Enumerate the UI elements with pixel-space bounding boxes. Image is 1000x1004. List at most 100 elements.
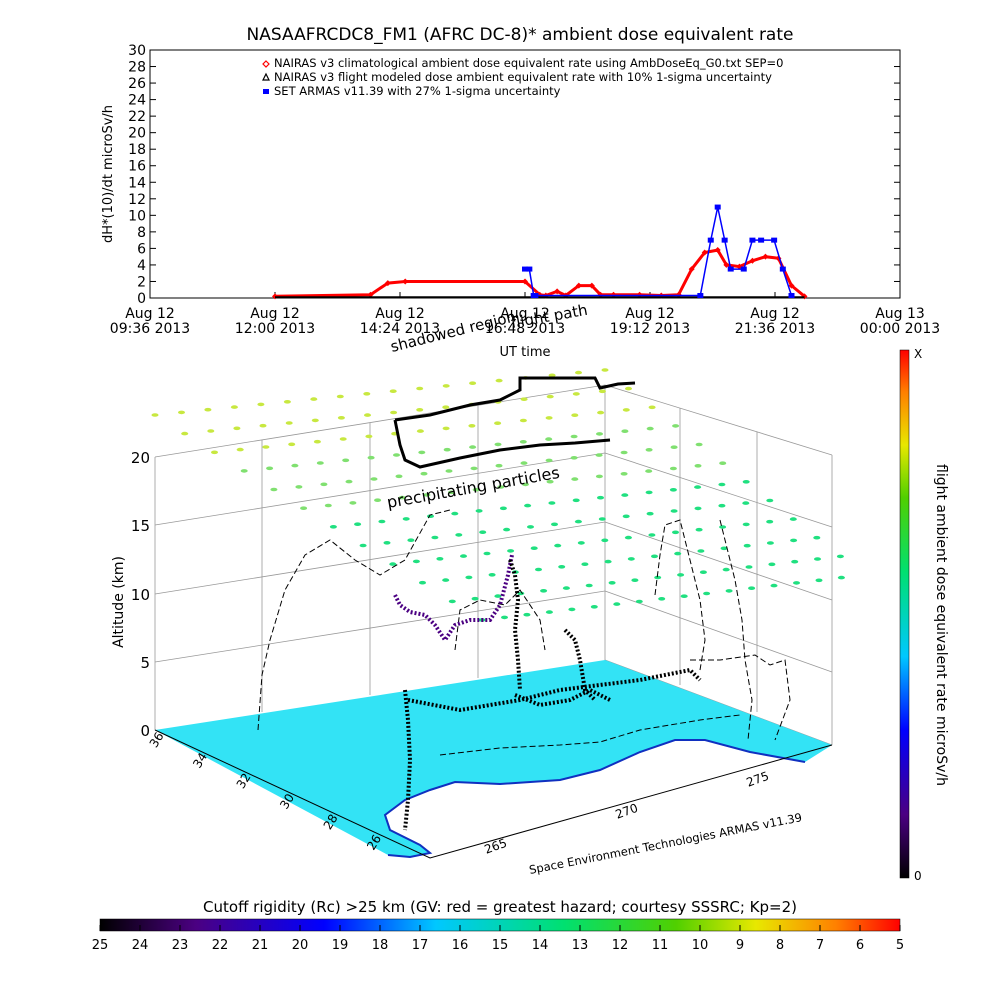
x-tick-date: Aug 13 <box>875 306 925 322</box>
particle-marker <box>554 543 562 548</box>
data-point <box>771 237 778 243</box>
particle-marker <box>503 527 511 532</box>
particle-marker <box>742 480 750 484</box>
particle-marker <box>570 434 578 439</box>
particle-marker <box>204 407 212 412</box>
particle-marker <box>669 488 677 492</box>
rigidity-colorbar: Cutoff rigidity (Rc) >25 km (GV: red = g… <box>92 898 904 953</box>
particle-marker <box>742 501 750 505</box>
x-tick-date: Aug 12 <box>500 306 550 322</box>
particle-marker <box>598 517 606 521</box>
colorbar-label: flight ambient dose equivalent rate micr… <box>933 464 949 786</box>
data-point <box>788 282 795 289</box>
particle-marker <box>590 605 598 609</box>
particle-marker <box>398 495 406 500</box>
particle-marker <box>718 482 726 487</box>
particle-marker <box>445 469 453 473</box>
particle-marker <box>469 445 477 449</box>
data-point <box>688 266 695 273</box>
particle-marker <box>395 474 403 479</box>
particle-marker <box>558 565 566 569</box>
particle-marker <box>378 519 386 524</box>
particle-marker <box>627 557 635 561</box>
particle-marker <box>483 551 491 556</box>
particle-marker <box>207 429 215 433</box>
particle-marker <box>651 554 658 559</box>
x-tick-date: Aug 12 <box>250 306 300 322</box>
rigidity-tick-label: 20 <box>292 938 309 953</box>
particle-marker <box>523 612 531 617</box>
data-point <box>714 247 721 254</box>
x-tick-time: 12:00 2013 <box>235 321 315 337</box>
particle-marker <box>725 589 733 593</box>
particle-marker <box>460 554 467 558</box>
y-tick-label: 0 <box>137 291 146 307</box>
particle-marker <box>540 589 548 593</box>
y-tick-label: 10 <box>128 208 146 224</box>
particle-marker <box>680 594 688 598</box>
particle-marker <box>697 549 705 553</box>
particle-marker <box>497 485 505 489</box>
perspective-panel: X 0 flight ambient dose equivalent rate … <box>111 347 949 883</box>
data-point <box>588 282 595 289</box>
z-axis-label: Altitude (km) <box>111 556 127 648</box>
particle-marker <box>336 394 344 399</box>
particle-marker <box>285 421 293 425</box>
annotation-armas: Space Environment Technologies ARMAS v11… <box>528 810 803 877</box>
data-point <box>554 288 561 295</box>
particle-marker <box>451 511 459 516</box>
x-tick-time: 14:24 2013 <box>360 321 440 337</box>
data-point <box>526 266 533 272</box>
particle-marker <box>572 392 580 396</box>
particle-marker <box>316 461 324 465</box>
rigidity-tick-label: 9 <box>736 938 744 953</box>
rigidity-tick-label: 7 <box>816 938 824 953</box>
x-tick-time: 19:12 2013 <box>610 321 690 337</box>
annotation-precipitating-particles: precipitating particles <box>385 463 561 512</box>
ocean-surface <box>155 660 832 857</box>
particle-marker <box>507 549 515 553</box>
particle-marker <box>669 466 677 471</box>
particle-marker <box>575 370 582 375</box>
particle-marker <box>622 514 630 519</box>
particle-marker <box>345 479 353 484</box>
particle-marker <box>472 487 480 492</box>
particle-marker <box>601 538 609 543</box>
particle-marker <box>596 432 603 436</box>
colorbar-bottom-label: 0 <box>914 869 922 883</box>
particle-marker <box>329 525 337 529</box>
y-tick-label: 20 <box>128 126 146 142</box>
particle-marker <box>790 538 798 543</box>
rigidity-tick-label: 18 <box>372 938 389 953</box>
latitude-tick-label: 34 <box>190 750 210 770</box>
particle-marker <box>545 437 553 441</box>
rigidity-tick-label: 5 <box>896 938 904 953</box>
flight-track-altitude <box>393 554 702 831</box>
particle-marker <box>545 458 553 463</box>
chart-title: NASAAFRCDC8_FM1 (AFRC DC-8)* ambient dos… <box>247 25 794 45</box>
particle-marker <box>423 493 431 497</box>
particle-marker <box>465 575 473 580</box>
latitude-ticks: 36 34 32 30 28 26 <box>147 730 384 853</box>
particle-marker <box>648 405 656 410</box>
particle-marker <box>621 429 629 434</box>
particle-marker <box>595 474 603 479</box>
particle-marker <box>674 551 682 556</box>
particle-marker <box>719 525 727 529</box>
particle-marker <box>151 413 159 417</box>
legend-item: NAIRAS v3 climatological ambient dose eq… <box>262 56 783 70</box>
particle-marker <box>313 439 321 444</box>
particle-marker <box>743 543 751 548</box>
particle-marker <box>402 517 410 521</box>
particle-marker <box>620 450 628 455</box>
particle-marker <box>354 522 362 526</box>
particle-marker <box>568 607 576 612</box>
floor-edge <box>154 729 833 859</box>
particle-marker <box>631 578 639 582</box>
particle-marker <box>442 578 450 582</box>
particle-marker <box>370 477 378 481</box>
data-point <box>788 293 795 299</box>
particle-marker <box>270 487 278 492</box>
particle-marker <box>766 519 774 524</box>
